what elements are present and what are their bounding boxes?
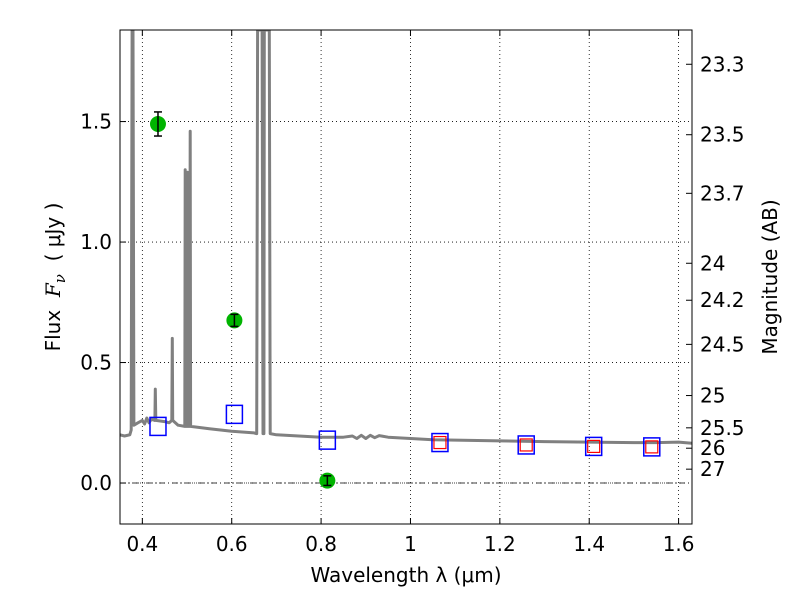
mag-tick-label: 27 — [700, 457, 725, 481]
mag-tick-label: 25.5 — [700, 416, 745, 440]
mag-tick-label: 26 — [700, 436, 725, 460]
mag-tick-label: 25 — [700, 384, 725, 408]
x-tick-label: 0.8 — [305, 532, 337, 556]
y2-axis-label: Magnitude (AB) — [758, 199, 782, 354]
y-tick-label: 0.5 — [80, 351, 112, 375]
y-axis-label-symbol: F — [41, 282, 65, 298]
y-axis-label: Flux Fν ( μJy ) — [41, 203, 69, 352]
mag-tick-label: 23.7 — [700, 181, 745, 205]
grid — [120, 30, 692, 524]
x-tick-label: 1.6 — [663, 532, 695, 556]
model-spectrum-layer — [120, 30, 692, 445]
x-tick-label: 0.6 — [216, 532, 248, 556]
y-axis-label-prefix: Flux — [41, 297, 65, 351]
model-photometry-box — [431, 432, 449, 453]
y-tick-label: 0.0 — [80, 471, 112, 495]
model-photometry-box — [225, 404, 244, 425]
x-axis-ticks: 0.4 0.6 0.8 1 1.2 1.4 1.6 — [126, 30, 695, 556]
y-axis-ticks: 0.0 0.5 1.0 1.5 — [80, 110, 126, 495]
model-photometry-inner-box — [433, 435, 447, 450]
plot-frame — [119, 29, 693, 525]
y-tick-label: 1.0 — [80, 230, 112, 254]
model-photometry-box — [318, 430, 337, 450]
y-axis-label-suffix: ( μJy ) — [41, 203, 65, 275]
model-photometry-inner-box — [587, 439, 601, 454]
model-photometry-inner-box — [645, 440, 659, 454]
model-photometry-box — [643, 437, 661, 457]
mag-tick-label: 24.2 — [700, 288, 745, 312]
x-tick-label: 0.4 — [126, 532, 158, 556]
mag-tick-label: 24.5 — [700, 332, 745, 356]
mag-tick-label: 23.5 — [700, 123, 745, 147]
y-tick-label: 1.5 — [80, 110, 112, 134]
mag-tick-label: 23.3 — [700, 52, 745, 76]
x-tick-label: 1.4 — [573, 532, 605, 556]
mag-tick-label: 24 — [700, 251, 725, 275]
model-photometry-inner-box — [519, 438, 533, 452]
model-spectrum-line — [120, 30, 692, 445]
observed-photometry-layer — [149, 111, 336, 489]
x-axis-label: Wavelength λ (μm) — [310, 563, 501, 587]
model-photometry-box — [149, 416, 167, 437]
model-photometry-box — [584, 436, 603, 457]
model-photometry-layer — [149, 404, 661, 457]
model-photometry-box — [517, 435, 535, 455]
y-axis-label-subscript: ν — [51, 274, 69, 283]
x-tick-label: 1.2 — [484, 532, 516, 556]
x-tick-label: 1 — [404, 532, 417, 556]
